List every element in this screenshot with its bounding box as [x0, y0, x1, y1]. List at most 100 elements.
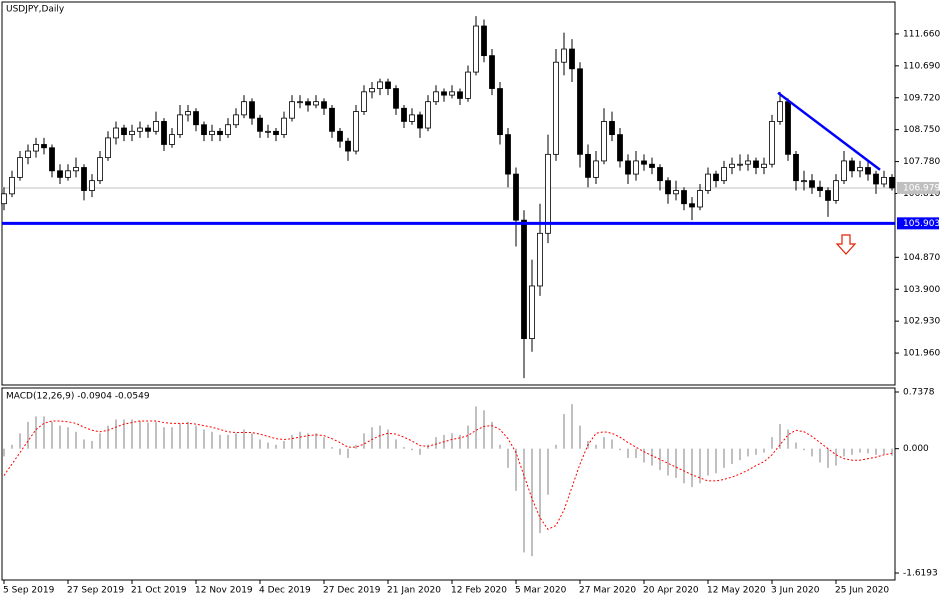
macd-bar — [99, 433, 101, 449]
macd-bar — [107, 425, 109, 449]
macd-bar — [355, 444, 357, 449]
candle-body — [625, 160, 631, 175]
macd-bar — [579, 425, 581, 449]
macd-bar — [723, 448, 725, 468]
macd-bar — [467, 425, 469, 449]
macd-bar — [195, 425, 197, 449]
macd-bar — [699, 448, 701, 484]
candle-body — [753, 160, 759, 168]
level-label-box — [897, 217, 939, 230]
candle-body — [505, 134, 511, 175]
macd-bar — [35, 416, 37, 449]
y-tick-label: 111.660 — [903, 29, 940, 39]
macd-bar — [387, 429, 389, 449]
candle-body — [697, 190, 703, 208]
candle-body — [9, 176, 15, 195]
x-tick-label: 20 Apr 2020 — [643, 586, 699, 596]
macd-bar — [59, 425, 61, 449]
candle-body — [177, 114, 183, 136]
candle-body — [265, 130, 271, 133]
candle-body — [377, 81, 383, 89]
candle-body — [97, 157, 103, 182]
candle-body — [801, 180, 807, 183]
x-tick-label: 21 Jan 2020 — [387, 586, 441, 596]
macd-bar — [851, 448, 853, 455]
candle-body — [649, 163, 655, 168]
macd-bar — [531, 448, 533, 557]
macd-bar — [411, 448, 413, 451]
candle-body — [137, 127, 143, 132]
macd-bar — [491, 421, 493, 449]
macd-bar — [779, 424, 781, 449]
macd-bar — [203, 429, 205, 449]
macd-bar — [603, 437, 605, 449]
macd-bar — [227, 434, 229, 449]
candle-body — [353, 111, 359, 152]
macd-bar — [515, 448, 517, 491]
macd-bar — [363, 433, 365, 449]
macd-bar — [619, 448, 621, 451]
macd-bar — [51, 421, 53, 449]
macd-bar — [315, 433, 317, 449]
candle-body — [129, 130, 135, 136]
candle-body — [809, 180, 815, 188]
macd-bar — [179, 423, 181, 449]
candle-body — [49, 147, 55, 172]
y-tick-label: 0.7378 — [903, 388, 935, 398]
macd-title: MACD(12,26,9) -0.0904 -0.0549 — [6, 392, 150, 402]
candle-body — [881, 176, 887, 185]
candle-body — [25, 150, 31, 159]
macd-bar — [459, 434, 461, 449]
macd-bar — [667, 448, 669, 476]
candle-body — [865, 167, 871, 175]
candle-body — [241, 101, 247, 116]
macd-bar — [651, 448, 653, 466]
candle-body — [313, 101, 319, 106]
x-tick-label: 27 Dec 2019 — [323, 586, 381, 596]
y-tick-label: 101.960 — [903, 349, 940, 359]
macd-bar — [739, 448, 741, 461]
candle-body — [81, 167, 87, 191]
x-tick-label: 5 Sep 2019 — [3, 586, 55, 596]
current-price-box — [897, 181, 939, 194]
macd-bar — [187, 421, 189, 449]
candle-body — [225, 124, 231, 136]
macd-bar — [635, 448, 637, 458]
macd-bar — [627, 448, 629, 458]
candle-body — [401, 107, 407, 122]
macd-bar — [859, 448, 861, 453]
candle-body — [545, 153, 551, 234]
macd-bar — [91, 440, 93, 449]
candle-body — [329, 107, 335, 132]
macd-bar — [267, 442, 269, 449]
macd-bar — [563, 414, 565, 449]
macd-bar — [883, 448, 885, 455]
candle-body — [785, 101, 791, 155]
macd-bar — [555, 444, 557, 449]
candle-body — [161, 121, 167, 145]
candle-body — [121, 127, 127, 136]
candle-body — [441, 91, 447, 96]
candle-body — [153, 121, 159, 132]
candle-body — [889, 176, 895, 189]
macd-bar — [243, 429, 245, 449]
macd-bar — [795, 442, 797, 449]
candle-body — [537, 232, 543, 287]
macd-bar — [83, 439, 85, 449]
macd-bar — [291, 434, 293, 449]
macd-bar — [11, 444, 13, 449]
macd-bar — [403, 447, 405, 449]
candle-body — [609, 121, 615, 136]
candle-body — [777, 101, 783, 122]
trendline — [777, 91, 881, 171]
macd-bar — [659, 448, 661, 471]
y-tick-label: 108.750 — [903, 125, 940, 135]
macd-bar — [115, 419, 117, 449]
y-tick-label: 104.870 — [903, 253, 940, 263]
candle-body — [657, 167, 663, 182]
candle-body — [521, 219, 527, 340]
candle-body — [593, 160, 599, 178]
macd-bar — [307, 433, 309, 449]
macd-bar — [595, 444, 597, 449]
macd-bar — [275, 444, 277, 449]
